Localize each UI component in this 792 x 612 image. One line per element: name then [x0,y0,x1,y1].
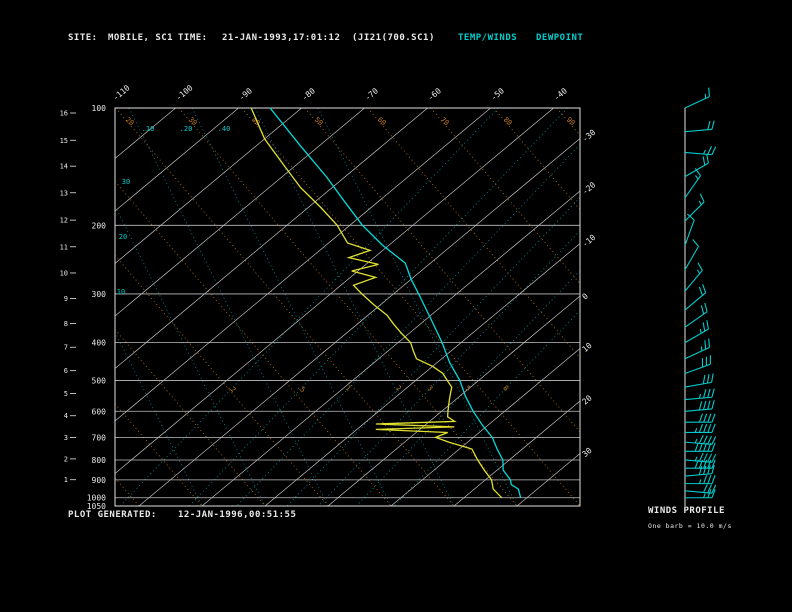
file-ref: (JI21(700.SC1) [352,33,435,43]
svg-text:80: 80 [502,116,514,128]
site-value: MOBILE, SC1 [108,33,174,43]
svg-text:-40: -40 [552,86,569,102]
svg-text:20: 20 [119,233,127,241]
svg-text:50: 50 [313,116,325,128]
svg-text:10: 10 [60,269,68,277]
svg-text:.5: .5 [295,383,307,395]
svg-text:500: 500 [92,376,107,385]
dewpoint-trace-group [250,107,503,499]
top-temp-labels: -110 -100 -90 -80 -70 -60 -50 -40 [111,83,569,102]
svg-text:8: 8 [501,384,509,393]
svg-text:20: 20 [124,116,136,128]
svg-text:700: 700 [92,433,107,442]
svg-text:70: 70 [439,116,451,128]
svg-text:0: 0 [581,291,591,301]
winds-profile [684,87,717,506]
temperature-trace-group [269,107,522,498]
svg-text:8: 8 [64,320,68,328]
svg-text:4: 4 [64,412,68,420]
dry-adiabat-labels: 20 30 40 50 60 70 80 90 [124,116,577,128]
dewpoint-trace [250,107,503,499]
mixing-ratio-labels: .2 .5 1 2 3 5 8 [226,383,510,395]
svg-text:2: 2 [64,455,68,463]
svg-text:14: 14 [60,163,68,171]
svg-text:15: 15 [60,137,68,145]
svg-text:30: 30 [122,178,130,186]
svg-text:1000: 1000 [87,494,106,503]
svg-text:-20: -20 [581,180,598,196]
svg-text:90: 90 [565,116,577,128]
svg-text:300: 300 [92,290,107,299]
legend-temp-winds: TEMP/WINDS [458,33,518,43]
dry-adiabat-lines [114,107,581,507]
svg-text:100: 100 [92,104,107,113]
svg-text:1: 1 [344,384,352,393]
right-temp-labels: -30 -20 -10 0 10 20 30 [581,128,598,459]
site-label: SITE: [68,33,98,43]
plot-generated-label: PLOT GENERATED: [68,510,157,520]
svg-text:600: 600 [92,407,107,416]
svg-text:13: 13 [60,189,68,197]
svg-text:6: 6 [64,367,68,375]
svg-text:20: 20 [581,393,594,406]
svg-text:3: 3 [426,384,434,393]
svg-text:7: 7 [64,344,68,352]
svg-text:1050: 1050 [87,502,106,511]
svg-text:30: 30 [581,446,594,459]
svg-text:-30: -30 [581,128,598,144]
svg-text:2: 2 [394,384,402,393]
svg-text:10: 10 [117,288,125,296]
winds-profile-title: WINDS PROFILE [648,506,725,516]
time-value: 21-JAN-1993,17:01:12 [222,33,341,43]
svg-text:10: 10 [581,341,594,354]
legend-dewpoint: DEWPOINT [536,33,584,43]
svg-text:40: 40 [250,116,262,128]
svg-text:5: 5 [464,384,472,393]
svg-text:.20: .20 [180,125,193,133]
svg-text:30: 30 [187,116,199,128]
svg-text:3: 3 [64,434,68,442]
svg-text:-60: -60 [426,86,443,102]
svg-text:9: 9 [64,295,68,303]
svg-text:-10: -10 [581,233,598,249]
svg-text:400: 400 [92,339,107,348]
temperature-trace [269,107,522,498]
svg-text:60: 60 [376,116,388,128]
svg-text:.10: .10 [142,125,155,133]
isotherm-lines [114,107,581,507]
svg-text:-110: -110 [111,83,132,102]
svg-text:1: 1 [64,476,68,484]
aux-cyan-labels: .10 .20 .40 30 20 10 [117,125,231,296]
svg-text:-70: -70 [363,86,380,102]
plot-generated-value: 12-JAN-1996,00:51:55 [178,510,297,520]
svg-text:12: 12 [60,217,68,225]
svg-text:200: 200 [92,221,107,230]
svg-text:-80: -80 [300,86,317,102]
svg-text:800: 800 [92,456,107,465]
moist-adiabat-lines [114,107,518,507]
svg-text:900: 900 [92,476,107,485]
svg-text:16: 16 [60,110,68,118]
svg-text:5: 5 [64,390,68,398]
svg-text:11: 11 [60,243,68,251]
svg-text:-100: -100 [174,83,195,102]
height-axis-km: 16 15 14 13 12 11 10 9 8 7 6 5 4 3 2 1 [60,110,76,484]
svg-text:.2: .2 [226,383,238,395]
svg-text:-90: -90 [237,86,254,102]
time-label: TIME: [178,33,208,43]
svg-text:-50: -50 [489,86,506,102]
plot-frame [114,107,581,507]
svg-text:.40: .40 [218,125,231,133]
winds-scale-note: One barb = 10.0 m/s [648,522,732,530]
